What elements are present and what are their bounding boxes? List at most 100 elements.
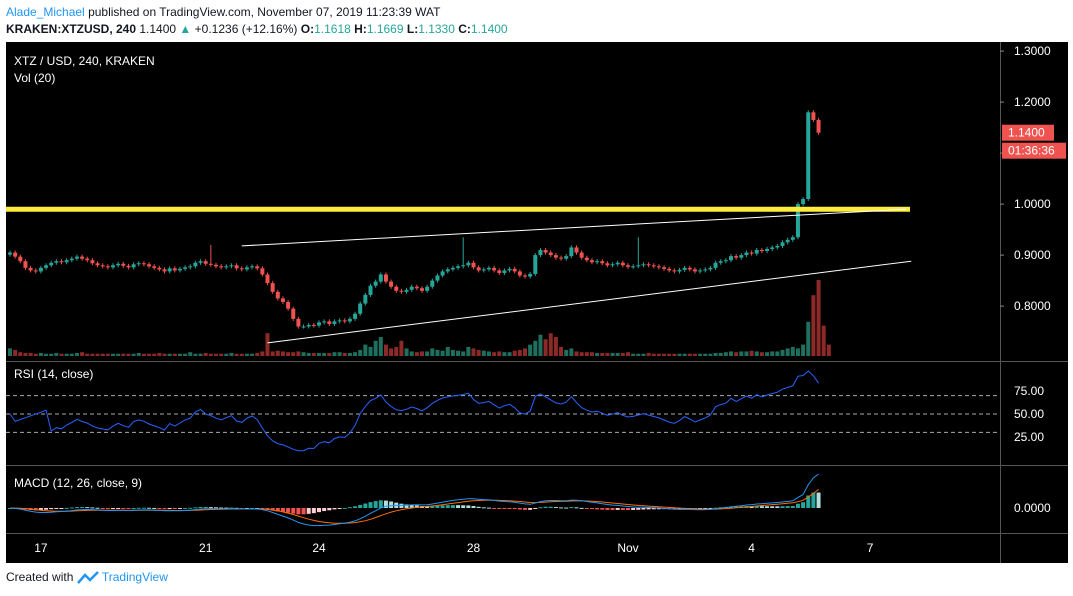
macd-histogram-bar [80,507,85,509]
volume-bar [780,349,785,356]
macd-histogram-bar [564,507,569,509]
candle-body [327,321,332,324]
candle-body [363,294,368,304]
macd-histogram-bar [605,508,610,510]
candle-body [656,266,661,268]
candle-body [193,262,198,267]
candle-body [739,255,744,258]
volume-bar [450,349,455,356]
candle-body [811,112,816,120]
volume-bar [111,353,115,356]
volume-bar [131,353,136,356]
volume-bar [198,353,203,356]
candle-body [466,262,471,266]
candle-body [152,266,157,268]
volume-bar [244,353,249,356]
macd-histogram-bar [172,508,177,509]
volume-bar [466,346,471,356]
volume-bar [214,353,218,356]
macd-histogram-bar [759,506,764,508]
candle-body [749,252,754,254]
volume-bar [615,352,620,356]
candle-body [692,269,697,272]
close-label: C: [458,22,471,36]
macd-histogram-bar [74,507,79,509]
chart-svg[interactable]: XTZ / USD, 240, KRAKEN Vol (20) RSI (14,… [6,42,1068,563]
candle-body [626,265,630,267]
candle-body [440,271,445,276]
volume-bar [347,352,352,356]
ohlc-line: KRAKEN:XTZUSD, 240 1.1400 ▲ +0.1236 (+12… [6,21,508,38]
volume-bar [100,353,105,356]
macd-histogram-bar [188,507,193,509]
tradingview-brand-link[interactable]: TradingView [101,570,168,584]
volume-bar [512,350,517,356]
price-pane-title: XTZ / USD, 240, KRAKEN [14,54,155,68]
volume-bar [327,352,332,356]
volume-bar [54,352,59,356]
candle-body [687,267,692,270]
macd-histogram-bar [224,507,229,509]
candle-body [435,275,440,281]
macd-histogram-bar [656,508,661,510]
candle-body [111,265,115,268]
macd-histogram-bar [167,508,172,509]
rsi-line [9,370,820,452]
candle-body [234,265,239,269]
macd-histogram-bar [136,507,141,509]
publish-line: Alade_Michael published on TradingView.c… [6,4,508,21]
candle-body [425,286,430,291]
macd-histogram-bar [162,508,167,509]
candle-body [723,260,728,262]
author-link[interactable]: Alade_Michael [6,5,85,19]
candle-body [54,261,59,263]
macd-histogram-bar [126,508,131,509]
macd-histogram-bar [105,508,110,509]
macd-histogram-bar [322,508,327,512]
last-price-label: 1.1400 [1008,126,1045,140]
volume-bar [631,353,636,356]
candle-body [167,268,172,272]
macd-histogram-bar [790,505,795,508]
volume-bar [255,352,260,356]
volume-bar [636,353,641,356]
volume-bar [332,352,337,356]
time-tick-label: 24 [312,541,326,555]
chart-panel[interactable]: XTZ / USD, 240, KRAKEN Vol (20) RSI (14,… [6,42,1068,563]
volume-bar [193,353,198,356]
volume-bar [64,353,69,356]
candle-body [18,256,23,262]
volume-bar [337,352,342,356]
volume-bar [389,348,394,356]
candle-body [203,261,208,264]
time-tick-label: 21 [199,541,213,555]
macd-histogram-bar [507,508,512,509]
macd-histogram-bar [214,507,218,509]
upper-trend-line [241,208,907,247]
volume-bar [203,352,208,356]
macd-histogram-bar [553,507,558,509]
macd-histogram-bar [574,507,579,509]
macd-histogram-bar [780,506,785,508]
candle-body [759,250,764,252]
candle-body [368,285,373,295]
volume-bar [49,353,54,356]
macd-histogram-bar [765,506,770,508]
volume-bar [105,353,110,356]
countdown-label: 01:36:36 [1008,144,1055,158]
macd-histogram-bar [409,504,414,508]
candle-body [74,256,79,259]
volume-bar [363,344,368,356]
macd-signal-line [9,489,819,524]
volume-bar [280,351,285,356]
volume-bar [461,351,466,356]
candle-body [265,274,270,284]
macd-histogram-bar [729,506,733,508]
up-triangle-icon: ▲ [179,22,192,36]
volume-bar [456,350,461,356]
candle-body [409,286,414,290]
candle-body [275,291,280,299]
volume-bar [162,353,167,356]
candle-body [141,263,146,265]
macd-histogram-bar [559,507,564,509]
